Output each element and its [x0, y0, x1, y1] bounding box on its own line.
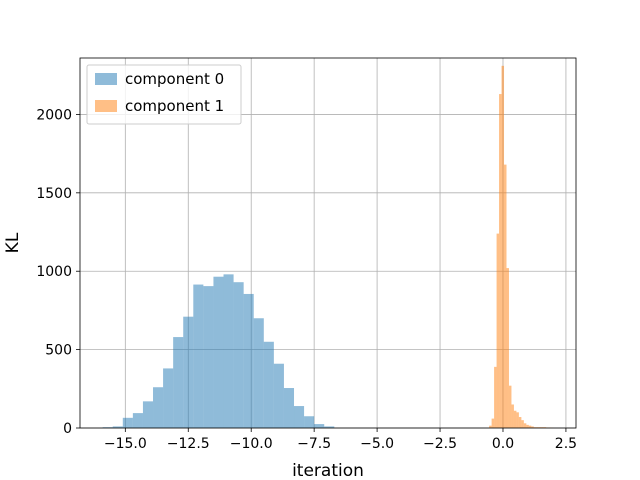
histogram-bar — [193, 285, 203, 428]
histogram-bar — [506, 268, 508, 428]
histogram-bar — [511, 404, 513, 428]
series-0 — [103, 274, 335, 428]
histogram-bar — [274, 364, 284, 428]
histogram-bar — [264, 342, 274, 428]
histogram-bar — [519, 417, 521, 428]
histogram-bar — [284, 388, 294, 428]
y-tick-label: 500 — [45, 343, 72, 359]
histogram-bar — [224, 274, 234, 428]
x-tick-label: −2.5 — [423, 436, 457, 452]
y-axis-label: KL — [3, 232, 23, 253]
histogram-bar — [143, 401, 153, 428]
legend: component 0 component 1 — [87, 65, 241, 124]
x-axis-label: iteration — [292, 461, 364, 480]
legend-swatch-component-1 — [95, 100, 117, 112]
histogram-bar — [213, 277, 223, 428]
histogram-bar — [497, 234, 499, 428]
histogram-bar — [173, 337, 183, 428]
histogram-bar — [244, 294, 254, 428]
histogram-bar — [254, 318, 264, 428]
histogram-bar — [514, 411, 516, 428]
histogram-bar — [153, 387, 163, 428]
histogram-bar — [516, 412, 518, 428]
histogram-bar — [521, 420, 523, 428]
histogram-bar — [203, 286, 213, 428]
histogram-bar — [304, 416, 314, 428]
x-tick-label: −12.5 — [167, 436, 210, 452]
x-tick-label: −15.0 — [104, 436, 147, 452]
histogram-bar — [294, 406, 304, 428]
histogram-bar — [133, 413, 143, 428]
legend-swatch-component-0 — [95, 73, 117, 85]
x-tick-label: −7.5 — [297, 436, 331, 452]
histogram-bar — [499, 94, 501, 428]
legend-label-component-0: component 0 — [125, 70, 224, 88]
histogram-bar — [524, 423, 526, 428]
y-tick-label: 1000 — [36, 264, 72, 280]
series-1 — [489, 66, 553, 428]
histogram-bar — [123, 418, 133, 428]
histogram-bar — [183, 317, 193, 428]
histogram-bar — [163, 368, 173, 428]
histogram-bar — [504, 165, 506, 428]
histogram-bar — [494, 367, 496, 428]
x-tick-label: −5.0 — [360, 436, 394, 452]
histogram-bar — [509, 386, 511, 428]
histogram-bar — [502, 66, 504, 428]
x-tick-label: −10.0 — [230, 436, 273, 452]
histogram-bar — [492, 419, 494, 428]
x-tick-label: 2.5 — [555, 436, 577, 452]
histogram-bar — [314, 424, 324, 428]
histogram-bar — [526, 425, 528, 428]
y-tick-label: 2000 — [36, 107, 72, 123]
y-tick-label: 1500 — [36, 186, 72, 202]
y-tick-label: 0 — [63, 421, 72, 437]
x-tick-label: 0.0 — [492, 436, 514, 452]
histogram-bar — [234, 282, 244, 428]
legend-label-component-1: component 1 — [125, 97, 224, 115]
